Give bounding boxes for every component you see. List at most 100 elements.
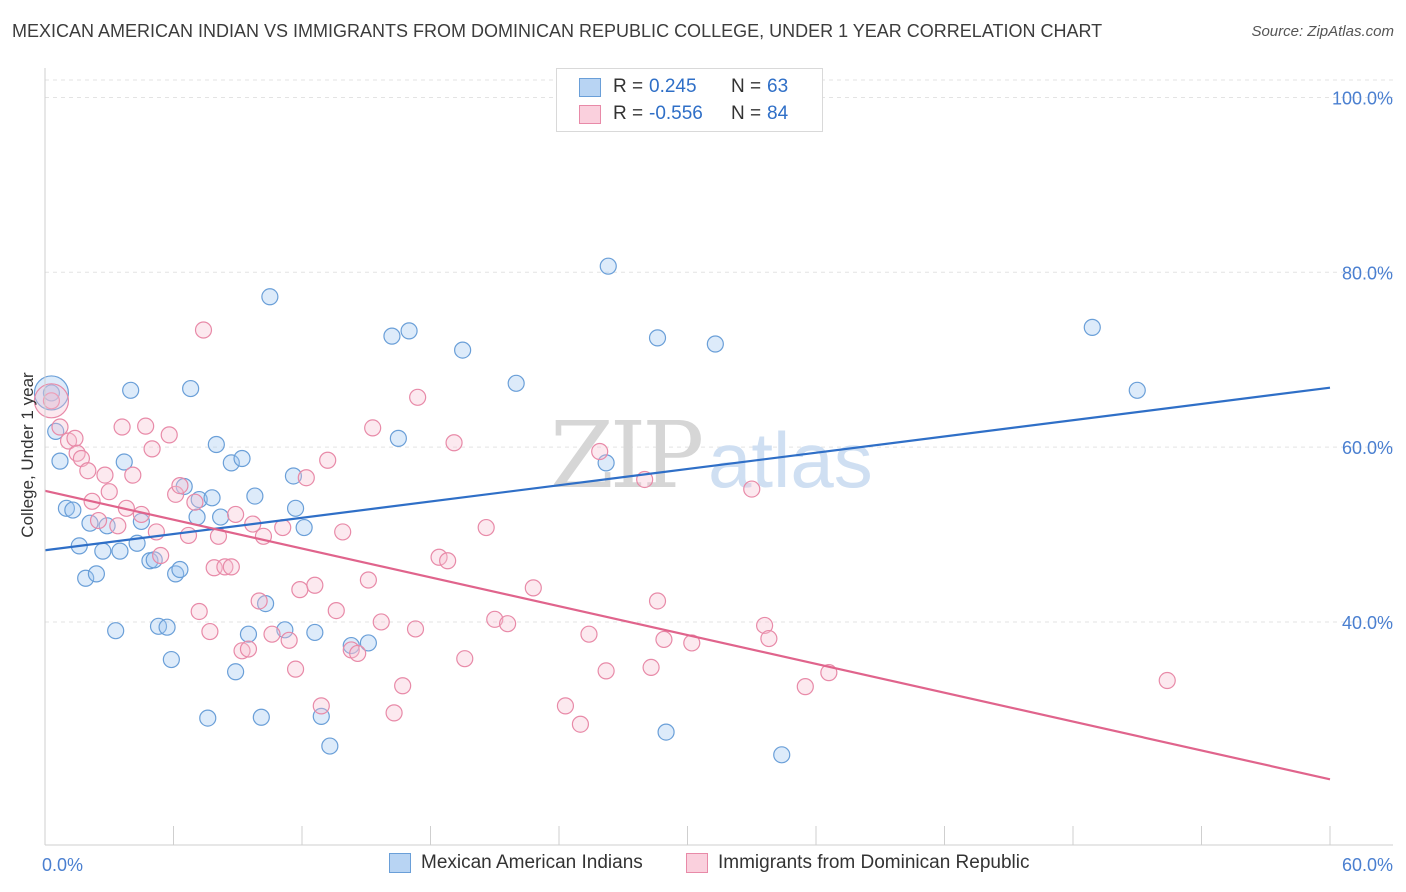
point-dominican-republic xyxy=(222,558,240,576)
point-mexican-american-indians xyxy=(321,737,339,755)
trendline-mexican-american-indians xyxy=(44,386,1331,552)
point-dominican-republic xyxy=(89,511,108,530)
point-dominican-republic xyxy=(445,434,463,452)
stats-swatch-blue xyxy=(579,77,601,97)
point-dominican-republic xyxy=(291,581,309,599)
legend-label: Mexican American Indians xyxy=(421,852,643,873)
legend-item-mexican-american-indians: Mexican American Indians xyxy=(389,852,643,874)
stats-n-label: N = xyxy=(731,103,762,124)
point-mexican-american-indians xyxy=(87,565,106,583)
point-mexican-american-indians xyxy=(107,622,125,640)
point-dominican-republic xyxy=(394,677,412,695)
point-dominican-republic xyxy=(179,526,198,545)
point-mexican-american-indians xyxy=(199,709,217,727)
point-dominican-republic xyxy=(100,483,118,501)
point-dominican-republic xyxy=(359,571,377,589)
point-mexican-american-indians xyxy=(57,499,76,517)
stats-box: R = 0.245 N = 63 R = -0.556 N = 84 xyxy=(556,68,823,132)
point-dominican-republic xyxy=(334,523,352,541)
point-dominican-republic xyxy=(556,697,575,715)
point-mexican-american-indians xyxy=(286,499,305,517)
point-mexican-american-indians xyxy=(227,663,245,681)
stats-row-blue: R = 0.245 N = 63 xyxy=(579,74,788,100)
point-dominican-republic xyxy=(409,388,427,406)
x-tick-label: 60.0% xyxy=(1342,855,1393,875)
point-mexican-american-indians xyxy=(295,518,313,537)
point-dominican-republic xyxy=(456,650,474,668)
point-mexican-american-indians xyxy=(77,569,95,587)
point-mexican-american-indians xyxy=(1128,381,1146,399)
point-dominican-republic xyxy=(755,616,774,635)
point-dominican-republic xyxy=(186,493,204,511)
trend-layer xyxy=(44,386,1331,781)
point-dominican-republic xyxy=(385,704,403,722)
stats-n-value: 63 xyxy=(767,76,789,97)
stats-n-label: N = xyxy=(731,76,762,97)
point-dominican-republic xyxy=(137,417,155,435)
points-layer xyxy=(33,257,1176,764)
point-dominican-republic xyxy=(167,485,185,503)
point-dominican-republic xyxy=(227,505,245,524)
point-dominican-republic xyxy=(250,592,268,610)
stats-row-pink: R = -0.556 N = 84 xyxy=(579,101,788,127)
point-mexican-american-indians xyxy=(284,467,303,485)
point-dominican-republic xyxy=(406,620,425,638)
point-mexican-american-indians xyxy=(64,501,82,519)
point-mexican-american-indians xyxy=(454,341,472,359)
point-dominican-republic xyxy=(477,518,495,537)
point-mexican-american-indians xyxy=(773,746,791,764)
point-mexican-american-indians xyxy=(111,542,129,560)
point-dominican-republic xyxy=(297,469,315,487)
point-dominican-republic xyxy=(66,429,84,447)
trendline-dominican-republic xyxy=(44,489,1331,781)
point-mexican-american-indians xyxy=(222,454,240,472)
point-dominican-republic xyxy=(499,615,517,633)
point-mexican-american-indians xyxy=(51,452,69,470)
point-dominican-republic xyxy=(152,546,170,565)
point-mexican-american-indians xyxy=(158,618,176,636)
point-dominican-republic xyxy=(760,629,778,648)
point-mexican-american-indians xyxy=(252,708,270,726)
point-dominican-republic xyxy=(743,480,761,498)
point-dominican-republic xyxy=(280,631,298,649)
point-dominican-republic xyxy=(79,462,97,480)
point-dominican-republic xyxy=(430,548,448,566)
point-dominican-republic xyxy=(327,601,345,620)
point-mexican-american-indians xyxy=(261,288,279,306)
point-dominican-republic xyxy=(597,662,615,680)
point-mexican-american-indians xyxy=(149,617,168,635)
point-dominican-republic xyxy=(233,642,251,660)
point-mexican-american-indians xyxy=(389,429,407,447)
stats-r-label: R = xyxy=(613,103,644,124)
point-mexican-american-indians xyxy=(182,379,200,398)
source-label: Source: ZipAtlas.com xyxy=(1251,23,1394,40)
point-mexican-american-indians xyxy=(94,542,112,560)
point-dominican-republic xyxy=(124,466,142,484)
stats-r-value: -0.556 xyxy=(649,103,703,124)
point-mexican-american-indians xyxy=(599,257,617,275)
axis-layer: 100.0% 80.0% 60.0% 40.0% 0.0% 60.0% xyxy=(42,68,1393,875)
point-dominican-republic xyxy=(655,630,673,649)
point-dominican-republic xyxy=(113,418,131,436)
point-dominican-republic xyxy=(364,419,382,437)
stats-swatch-pink xyxy=(579,104,601,124)
point-dominican-republic xyxy=(591,442,609,461)
point-mexican-american-indians xyxy=(122,381,140,399)
watermark-zip: ZIP xyxy=(550,402,701,509)
y-tick-label: 60.0% xyxy=(1342,438,1393,458)
point-dominican-republic xyxy=(216,558,234,576)
point-dominican-republic xyxy=(51,418,69,436)
point-dominican-republic xyxy=(1158,671,1176,690)
point-mexican-american-indians xyxy=(115,453,133,471)
point-dominican-republic xyxy=(648,592,667,610)
y-tick-label: 100.0% xyxy=(1332,88,1393,108)
point-mexican-american-indians xyxy=(306,623,324,642)
point-dominican-republic xyxy=(96,466,114,484)
point-dominican-republic xyxy=(239,640,258,658)
point-dominican-republic xyxy=(160,426,178,444)
point-dominican-republic xyxy=(580,625,598,643)
point-mexican-american-indians xyxy=(657,723,675,741)
point-dominican-republic xyxy=(439,552,457,570)
point-mexican-american-indians xyxy=(203,489,221,507)
